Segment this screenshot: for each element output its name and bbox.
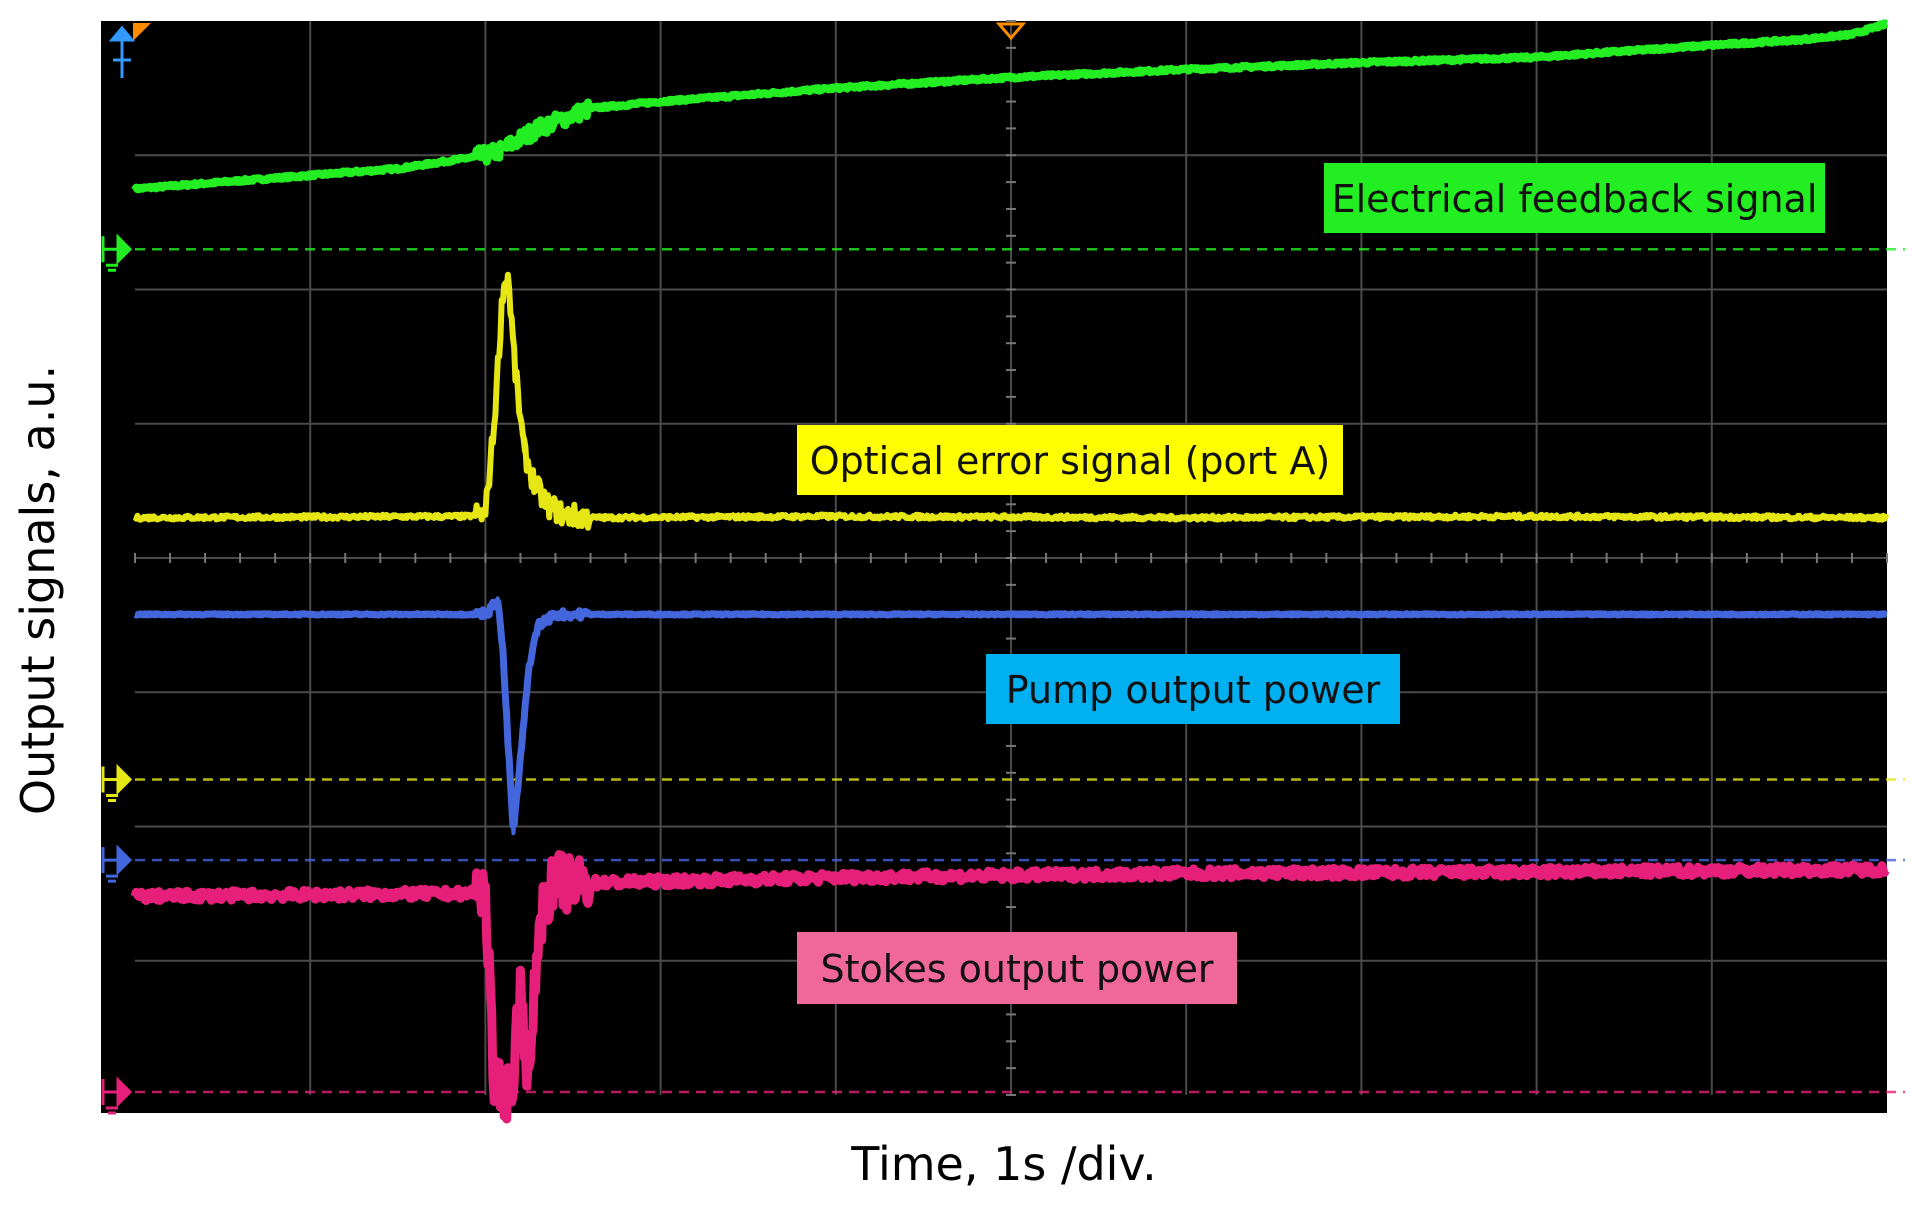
trace-label-box	[986, 654, 1400, 724]
trace-vertices	[134, 21, 1888, 191]
trace-labels: Electrical feedback signal Optical error …	[797, 163, 1825, 1004]
channel-ground-marker	[101, 763, 133, 803]
trace-label-box	[1324, 163, 1825, 233]
trigger-markers	[108, 22, 1027, 78]
trace-label-text: Pump output power	[1006, 668, 1381, 712]
channel-ground-marker	[101, 844, 133, 883]
trace-label-box	[797, 425, 1343, 495]
horizontal-center-marker	[995, 22, 1027, 41]
channel-ground-marker	[101, 1076, 133, 1115]
trace-label-text: Optical error signal (port A)	[810, 439, 1330, 483]
trigger-level-marker	[108, 25, 136, 78]
y-axis-title: Output signals, a.u.	[11, 365, 65, 815]
trigger-position-marker	[133, 23, 151, 41]
trace-vertices	[134, 274, 1888, 520]
trace-label-text: Stokes output power	[820, 947, 1213, 991]
trace-label-text: Electrical feedback signal	[1332, 177, 1818, 221]
signal-traces	[130, 19, 1891, 1124]
x-axis-title: Time, 1s /div.	[850, 1137, 1156, 1191]
channel-marker-strip	[101, 21, 135, 1113]
trace-label-box	[797, 932, 1237, 1004]
trace-vertices	[135, 596, 1887, 836]
trace-vertices	[134, 867, 1888, 1095]
channel-ground-marker	[101, 233, 133, 272]
ground-reference-lines	[101, 233, 1905, 1115]
